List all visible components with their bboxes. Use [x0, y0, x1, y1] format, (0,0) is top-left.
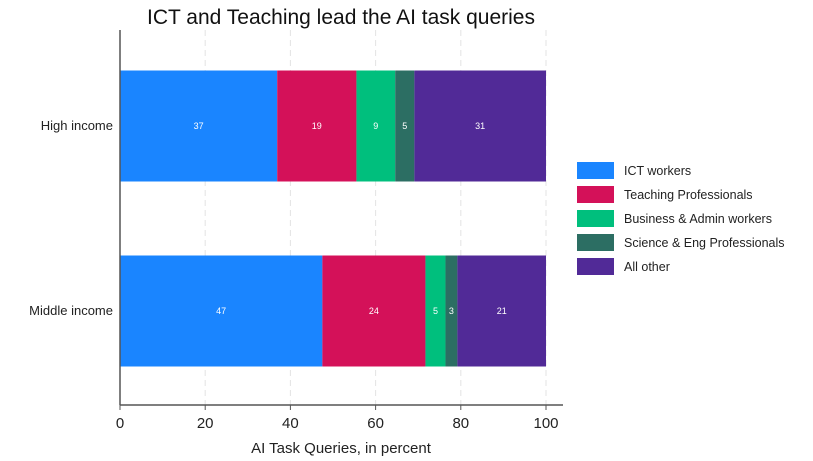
- bar-segment: [356, 70, 396, 182]
- bar-segment: [457, 255, 546, 367]
- x-tick-label: 80: [452, 415, 469, 432]
- legend-swatch: [577, 234, 614, 251]
- bar-segment: [445, 255, 458, 367]
- legend-swatch: [577, 186, 614, 203]
- bar-segment: [414, 70, 546, 182]
- data-label: 47: [216, 306, 226, 316]
- data-label: 19: [312, 121, 322, 131]
- bar-segment: [395, 70, 415, 182]
- legend-swatch: [577, 210, 614, 227]
- bar-segment: [425, 255, 446, 367]
- legend-label: Teaching Professionals: [624, 188, 753, 202]
- data-label: 9: [373, 121, 378, 131]
- x-tick-label: 100: [533, 415, 558, 432]
- data-label: 24: [369, 306, 379, 316]
- data-label: 3: [449, 306, 454, 316]
- x-tick-label: 20: [197, 415, 214, 432]
- data-label: 5: [433, 306, 438, 316]
- x-axis-label: AI Task Queries, in percent: [251, 440, 432, 457]
- bar-segment: [120, 255, 323, 367]
- y-tick-label: Middle income: [29, 303, 113, 318]
- data-label: 21: [497, 306, 507, 316]
- chart-title: ICT and Teaching lead the AI task querie…: [147, 6, 535, 29]
- x-tick-label: 60: [367, 415, 384, 432]
- bar-segment: [277, 70, 357, 182]
- legend-label: All other: [624, 260, 670, 274]
- legend-swatch: [577, 258, 614, 275]
- bar-segment: [322, 255, 426, 367]
- data-label: 37: [194, 121, 204, 131]
- legend-swatch: [577, 162, 614, 179]
- y-tick-label: High income: [41, 118, 113, 133]
- data-label: 31: [475, 121, 485, 131]
- legend-label: Business & Admin workers: [624, 212, 772, 226]
- bar-segment: [120, 70, 278, 182]
- legend-label: Science & Eng Professionals: [624, 236, 785, 250]
- x-tick-label: 0: [116, 415, 124, 432]
- data-label: 5: [402, 121, 407, 131]
- x-tick-label: 40: [282, 415, 299, 432]
- legend-label: ICT workers: [624, 164, 691, 178]
